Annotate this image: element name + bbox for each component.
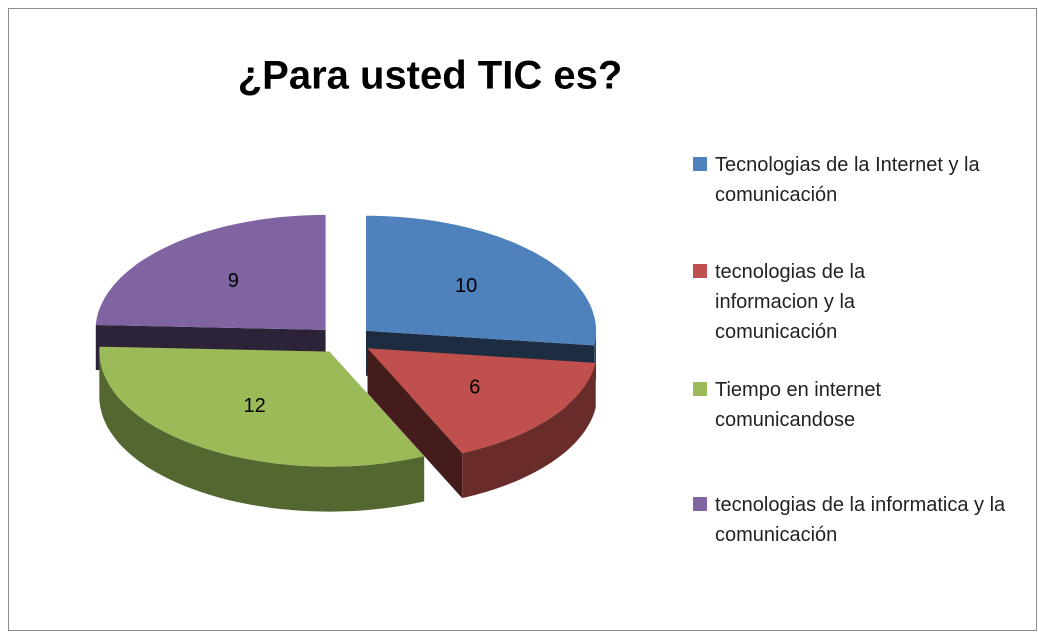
pie-slice bbox=[95, 214, 326, 330]
pie-slice bbox=[366, 215, 596, 346]
data-label: 6 bbox=[469, 376, 480, 398]
legend-item: Tiempo en internet comunicandose bbox=[693, 375, 1015, 435]
legend-swatch bbox=[693, 382, 707, 396]
legend-label: Tecnologias de la Internet y la comunica… bbox=[715, 154, 980, 206]
legend-swatch bbox=[693, 264, 707, 278]
legend-item: tecnologias de la informacion y la comun… bbox=[693, 257, 915, 347]
slice-wall bbox=[462, 362, 596, 499]
pie-slice bbox=[99, 346, 425, 467]
chart-title: ¿Para usted TIC es? bbox=[238, 54, 623, 98]
pie-slice bbox=[367, 348, 596, 454]
data-label: 10 bbox=[455, 275, 477, 297]
data-label: 12 bbox=[243, 395, 265, 417]
legend-item: tecnologias de la informatica y la comun… bbox=[693, 490, 1015, 550]
legend-swatch bbox=[693, 497, 707, 511]
legend-swatch bbox=[693, 157, 707, 171]
slice-wall bbox=[99, 351, 425, 512]
legend-item: Tecnologias de la Internet y la comunica… bbox=[693, 150, 1015, 210]
legend-label: tecnologias de la informacion y la comun… bbox=[715, 261, 866, 343]
data-label: 9 bbox=[228, 270, 239, 292]
slice-side bbox=[367, 348, 463, 499]
legend-label: Tiempo en internet comunicandose bbox=[715, 379, 882, 431]
legend-label: tecnologias de la informatica y la comun… bbox=[715, 494, 1006, 546]
